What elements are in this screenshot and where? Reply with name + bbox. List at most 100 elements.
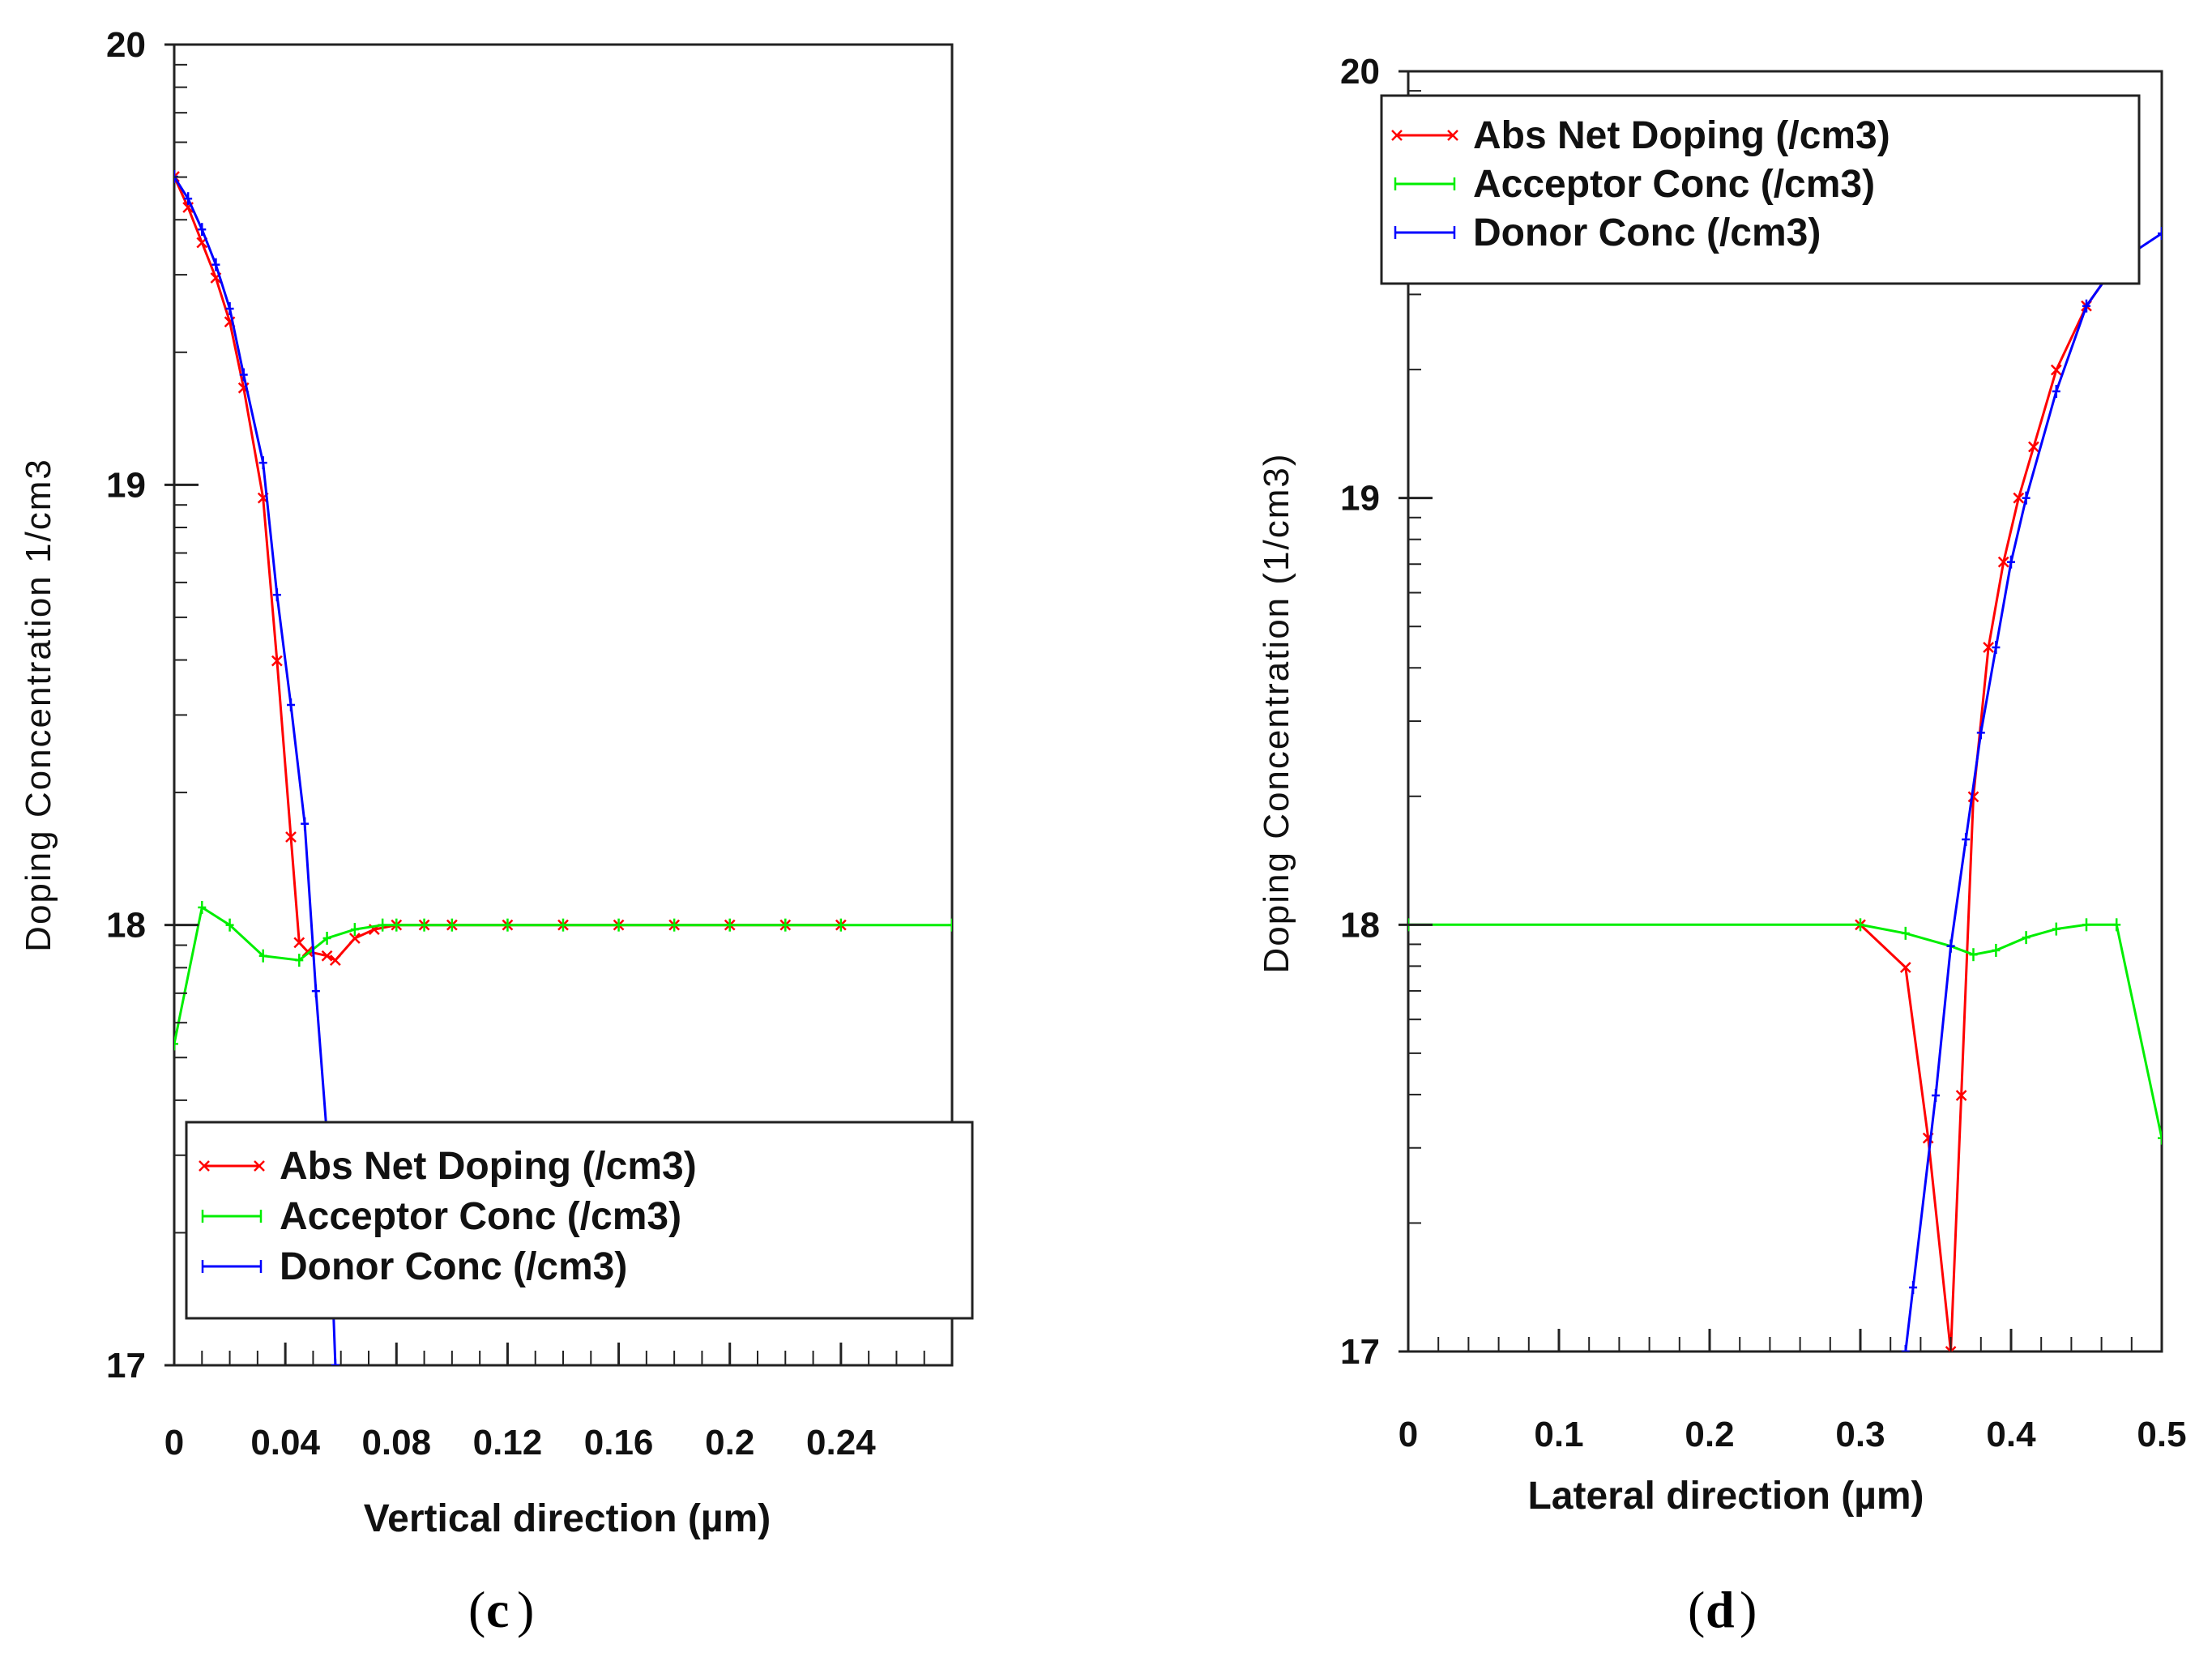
x-tick-label-c: 0.2 xyxy=(705,1423,754,1462)
panel-label-c: ( c ) xyxy=(468,1581,534,1638)
data-point-d-1 xyxy=(2022,931,2031,945)
data-point-d-2 xyxy=(1909,1281,1918,1294)
y-tick-label-c: 20 xyxy=(106,25,146,65)
data-point-c-1 xyxy=(258,949,267,963)
data-point-c-2 xyxy=(184,192,193,206)
svg-text:(: ( xyxy=(468,1581,485,1638)
plot-frame-d xyxy=(1407,70,2163,1353)
x-tick-label-d: 0.1 xyxy=(1534,1415,1583,1454)
svg-text:): ) xyxy=(517,1581,534,1638)
data-point-d-0 xyxy=(1899,962,1911,973)
data-point-c-1 xyxy=(503,918,512,932)
x-tick-label-c: 0 xyxy=(164,1423,184,1462)
data-point-d-0 xyxy=(2028,441,2039,453)
legend-label: Donor Conc (/cm3) xyxy=(280,1245,627,1288)
legend-label: Abs Net Doping (/cm3) xyxy=(1473,114,1890,157)
x-tick-label-d: 0.5 xyxy=(2137,1415,2186,1454)
data-point-d-2 xyxy=(2082,299,2090,313)
x-tick-label-c: 0.16 xyxy=(584,1423,654,1462)
chart-panel-d: 0 0.1 0.2 0.3 0.4 0.5 17 18 19 20 Doping Concentr… xyxy=(1257,52,2187,1518)
data-point-c-2 xyxy=(272,588,281,602)
data-point-c-1 xyxy=(447,918,456,932)
legend-item-c-1: Acceptor Conc (/cm3) xyxy=(201,1195,681,1238)
data-point-d-2 xyxy=(2007,555,2015,569)
chart-panel-c: 0 0.04 0.08 0.12 0.16 0.2 0.24 17 18 19 20 Doping … xyxy=(19,25,974,1540)
legend-label: Acceptor Conc (/cm3) xyxy=(1473,163,1875,206)
data-point-d-2 xyxy=(1976,726,1985,740)
data-point-c-1 xyxy=(322,931,331,945)
data-point-d-1 xyxy=(1856,918,1864,932)
data-point-c-0 xyxy=(329,954,341,967)
data-point-c-1 xyxy=(836,918,845,932)
data-point-d-0 xyxy=(2050,364,2062,376)
x-tick-label-d: 0.2 xyxy=(1685,1415,1734,1454)
y-tick-label-d: 18 xyxy=(1340,905,1380,945)
svg-text:c: c xyxy=(486,1581,509,1638)
series-line-d-0 xyxy=(1859,263,2118,1351)
x-tick-label-c: 0.12 xyxy=(473,1423,543,1462)
data-point-d-0 xyxy=(1983,642,1994,653)
svg-text:(: ( xyxy=(1688,1581,1705,1638)
x-tick-label-d: 0 xyxy=(1399,1415,1418,1454)
y-axis-label-d: Doping Concentration (1/cm3) xyxy=(1257,453,1296,974)
data-point-c-1 xyxy=(392,918,401,932)
data-point-c-1 xyxy=(614,918,623,932)
data-point-c-2 xyxy=(258,456,267,470)
legend-label: Abs Net Doping (/cm3) xyxy=(280,1145,697,1188)
x-tick-label-c: 0.08 xyxy=(361,1423,431,1462)
legend-d: Abs Net Doping (/cm3) Acceptor Conc (/cm3… xyxy=(1380,94,2141,285)
data-point-c-2 xyxy=(331,1359,339,1365)
data-point-c-2 xyxy=(301,817,310,830)
svg-text:): ) xyxy=(1740,1581,1757,1638)
y-tick-label-c: 18 xyxy=(106,906,146,946)
data-point-c-0 xyxy=(321,950,333,962)
y-tick-label-d: 17 xyxy=(1340,1332,1380,1372)
data-point-d-1 xyxy=(2158,1131,2162,1145)
legend-label: Acceptor Conc (/cm3) xyxy=(280,1195,681,1238)
data-point-c-1 xyxy=(670,918,679,932)
y-axis-label-c: Doping Concentration 1/cm3 xyxy=(19,458,58,952)
data-point-d-2 xyxy=(1992,641,2001,654)
data-point-c-1 xyxy=(350,923,359,937)
data-point-c-2 xyxy=(198,223,207,237)
data-point-c-1 xyxy=(725,918,734,932)
x-axis-label-d: Lateral direction (µm) xyxy=(1527,1475,1924,1518)
data-point-d-2 xyxy=(1932,1089,1940,1102)
data-point-c-0 xyxy=(285,831,297,843)
data-point-c-1 xyxy=(174,1037,178,1051)
y-tick-label-d: 20 xyxy=(1340,52,1380,92)
legend-item-c-2: Donor Conc (/cm3) xyxy=(201,1245,627,1288)
y-tick-label-c: 17 xyxy=(106,1346,146,1386)
data-point-d-1 xyxy=(2082,918,2090,932)
data-point-c-1 xyxy=(295,954,304,967)
x-tick-label-d: 0.4 xyxy=(1986,1415,2036,1454)
data-point-d-0 xyxy=(2013,492,2025,504)
data-point-d-2 xyxy=(2052,385,2060,398)
y-tick-label-c: 19 xyxy=(106,465,146,505)
data-point-d-1 xyxy=(2052,922,2060,936)
data-point-d-2 xyxy=(1901,1345,1910,1351)
panel-label-d: ( d ) xyxy=(1688,1581,1757,1638)
data-point-d-2 xyxy=(1946,939,1955,953)
data-point-c-1 xyxy=(781,918,790,932)
legend-item-d-1: Acceptor Conc (/cm3) xyxy=(1394,163,1875,206)
data-point-c-2 xyxy=(239,368,248,382)
data-point-c-1 xyxy=(948,918,952,932)
data-point-c-0 xyxy=(293,937,305,949)
data-point-d-0 xyxy=(1997,556,2009,568)
series-line-d-1 xyxy=(1408,923,2162,1139)
x-tick-label-c: 0.04 xyxy=(250,1423,320,1462)
legend-item-d-2: Donor Conc (/cm3) xyxy=(1394,211,1821,254)
data-point-c-1 xyxy=(378,918,387,932)
svg-text:d: d xyxy=(1706,1581,1735,1638)
data-point-c-2 xyxy=(287,698,295,711)
data-point-d-0 xyxy=(1967,791,1979,803)
data-point-d-1 xyxy=(1992,943,2001,957)
data-point-c-1 xyxy=(420,918,429,932)
legend-item-d-0: Abs Net Doping (/cm3) xyxy=(1391,114,1890,157)
series-line-d-2 xyxy=(1904,232,2162,1351)
data-point-d-1 xyxy=(1969,948,1978,962)
data-point-c-2 xyxy=(225,302,234,315)
legend-label: Donor Conc (/cm3) xyxy=(1473,211,1821,254)
